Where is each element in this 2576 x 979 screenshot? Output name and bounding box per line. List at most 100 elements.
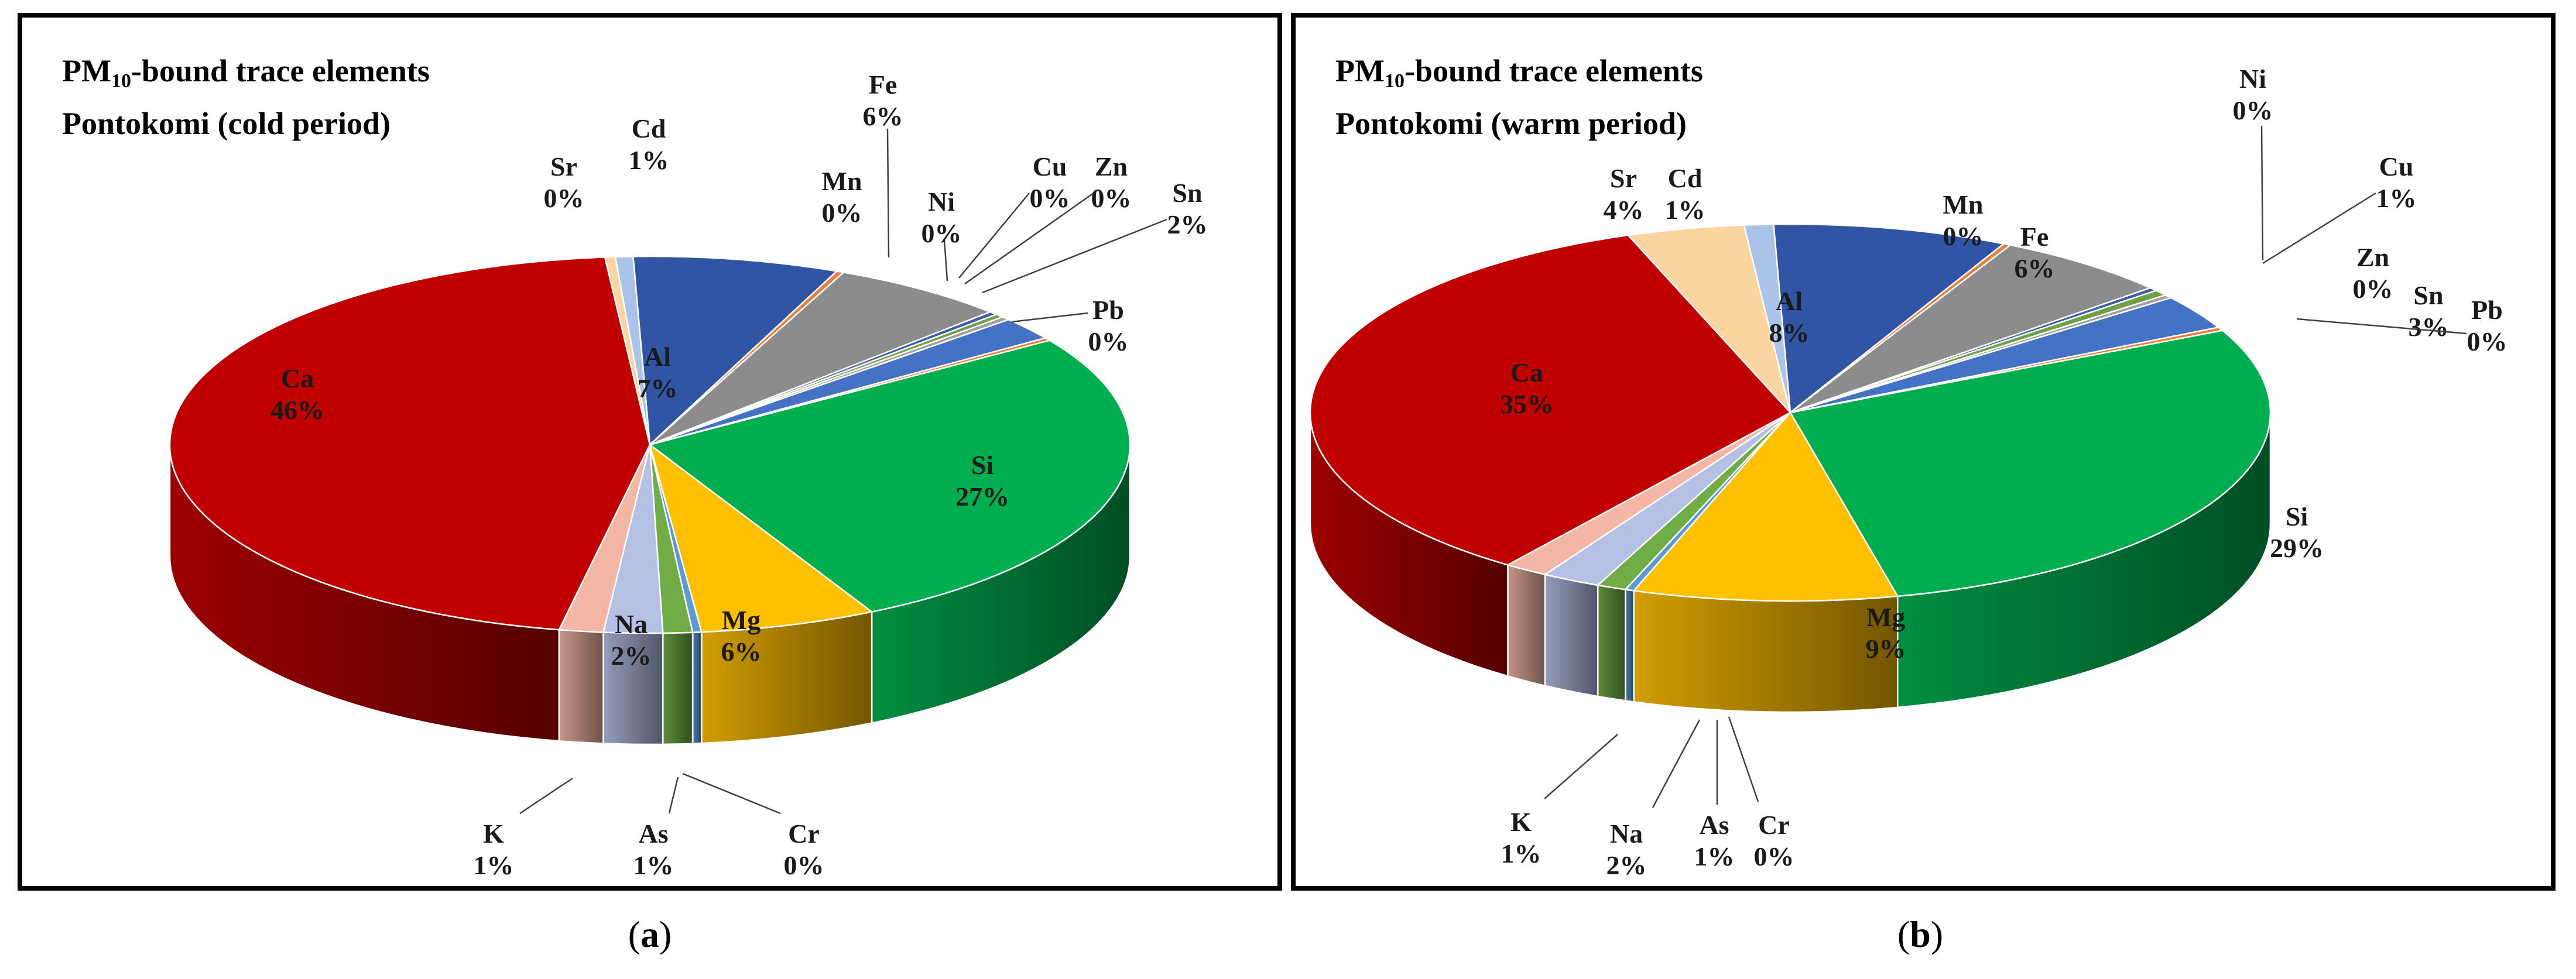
slice-fe (649, 272, 992, 446)
slice-name-sn: Sn (2413, 280, 2443, 310)
chart-panel-b: PM10-bound trace elements Pontokomi (war… (1291, 13, 2556, 891)
slice-name-ni: Ni (2239, 64, 2266, 94)
slice-percent-mg: 9% (1866, 634, 1906, 664)
slice-name-ca: Ca (281, 363, 314, 393)
pie-chart-b: Al8%Mn0% Fe6%Ni0%Cu1%Zn0% Sn3%Pb0%Si29%Mg9… (1309, 64, 2508, 880)
pie-side-walls (169, 444, 1131, 746)
slice-side-k (558, 628, 604, 744)
chart-title: PM10-bound trace elements Pontokomi (col… (62, 53, 430, 141)
slice-name-mg: Mg (1866, 602, 1905, 632)
slice-name-sr: Sr (1610, 163, 1637, 193)
leader-line-cu (2262, 192, 2376, 264)
leader-line-cr (1728, 716, 1759, 802)
slice-name-mn: Mn (1943, 190, 1984, 219)
slice-percent-si: 27% (955, 482, 1009, 511)
slice-side-na (1544, 573, 1599, 698)
leader-line-pb (1011, 312, 1088, 323)
panel-caption-b: (b) (1897, 913, 1944, 955)
slice-al (632, 255, 838, 446)
slice-fe (1790, 244, 2153, 414)
slice-labels: Al8%Mn0% Fe6%Ni0%Cu1%Zn0% Sn3%Pb0%Si29%Mg9… (1500, 64, 2508, 880)
slice-sr (1626, 224, 1791, 413)
leader-line-fe (886, 128, 890, 258)
slice-percent-as: 1% (1694, 841, 1735, 871)
leader-line-ni (2260, 125, 2264, 261)
slice-al (1773, 223, 2006, 414)
leader-line-na (1652, 719, 1701, 808)
slice-name-cu: Cu (1033, 152, 1067, 181)
slice-percent-ni: 0% (922, 218, 962, 248)
slice-percent-cu: 0% (1030, 183, 1070, 213)
slice-mg (1632, 411, 1899, 602)
slice-side-as (662, 631, 694, 746)
slice-side-as (1597, 584, 1626, 702)
slice-side-mg (1633, 589, 1899, 713)
pie-top (169, 255, 1131, 634)
slice-ca (169, 256, 651, 631)
slice-percent-zn: 0% (2353, 274, 2393, 304)
chart-panel-a: PM10-bound trace elements Pontokomi (col… (18, 13, 1282, 891)
slice-name-k: K (1510, 807, 1532, 837)
slice-name-ca: Ca (1510, 358, 1543, 387)
panel-caption-a: (a) (628, 913, 672, 955)
slice-name-k: K (483, 819, 504, 849)
slice-percent-si: 29% (2270, 533, 2324, 563)
slice-mg (648, 442, 874, 633)
slice-name-ni: Ni (928, 187, 955, 217)
slice-name-fe: Fe (2020, 222, 2049, 252)
slice-percent-sn: 2% (1167, 209, 1208, 239)
slice-side-cr (1625, 588, 1635, 703)
slice-name-al: Al (644, 342, 671, 372)
slice-percent-cd: 1% (1665, 195, 1705, 225)
slice-percent-cr: 0% (784, 850, 824, 880)
leader-line-zn (964, 192, 1094, 285)
slice-percent-cr: 0% (1754, 841, 1794, 871)
slice-name-cr: Cr (1758, 810, 1790, 840)
slice-cd (614, 255, 651, 445)
slice-name-si: Si (971, 450, 994, 480)
slice-si (648, 339, 1131, 613)
slice-name-mg: Mg (722, 605, 761, 635)
slice-side-k (1507, 564, 1546, 687)
slice-percent-na: 2% (1606, 850, 1647, 880)
slice-name-al: Al (1776, 286, 1803, 316)
leader-line-k (519, 777, 573, 815)
slice-percent-ca: 35% (1500, 389, 1554, 419)
slice-side-cr (691, 631, 703, 745)
slice-name-fe: Fe (869, 70, 898, 99)
leader-line-k (1544, 734, 1618, 799)
slice-percent-na: 2% (611, 641, 652, 671)
slice-percent-k: 1% (1501, 839, 1542, 868)
slice-name-sr: Sr (550, 152, 577, 181)
leader-line-pb (2296, 318, 2467, 335)
leader-line-as (668, 777, 679, 814)
slice-cd (1743, 223, 1791, 413)
slice-percent-fe: 6% (863, 101, 903, 131)
slice-percent-sr: 0% (544, 183, 584, 213)
slice-name-zn: Zn (1095, 152, 1128, 181)
slice-name-na: Na (1610, 819, 1643, 849)
slice-name-cd: Cd (1668, 163, 1703, 193)
slice-labels: Al7%Pb0%Fe6%Ni0%Cu0%Zn0% Sn2%Mn0%Si27%Mg6… (270, 70, 1208, 880)
slice-name-si: Si (2286, 501, 2308, 531)
slice-percent-zn: 0% (1091, 183, 1132, 213)
slice-name-zn: Zn (2356, 242, 2389, 272)
slice-name-pb: Pb (2471, 295, 2503, 325)
leader-line-cu (958, 193, 1030, 279)
slice-name-cu: Cu (2379, 152, 2414, 181)
slice-percent-cd: 1% (629, 145, 669, 175)
slice-percent-k: 1% (474, 850, 514, 880)
slice-percent-mn: 0% (822, 198, 862, 228)
slice-name-mn: Mn (822, 166, 862, 196)
slice-si (1789, 329, 2272, 597)
slice-name-as: As (1699, 810, 1729, 840)
slice-percent-pb: 0% (1088, 327, 1129, 356)
slice-name-cr: Cr (788, 819, 820, 849)
slice-name-as: As (638, 819, 668, 849)
slice-percent-mn: 0% (1943, 221, 1984, 251)
pie-top (1309, 223, 2272, 602)
slice-percent-al: 8% (1769, 318, 1810, 348)
leader-line-ni (943, 239, 948, 281)
slice-percent-as: 1% (633, 850, 674, 880)
slice-percent-fe: 6% (2015, 253, 2055, 283)
